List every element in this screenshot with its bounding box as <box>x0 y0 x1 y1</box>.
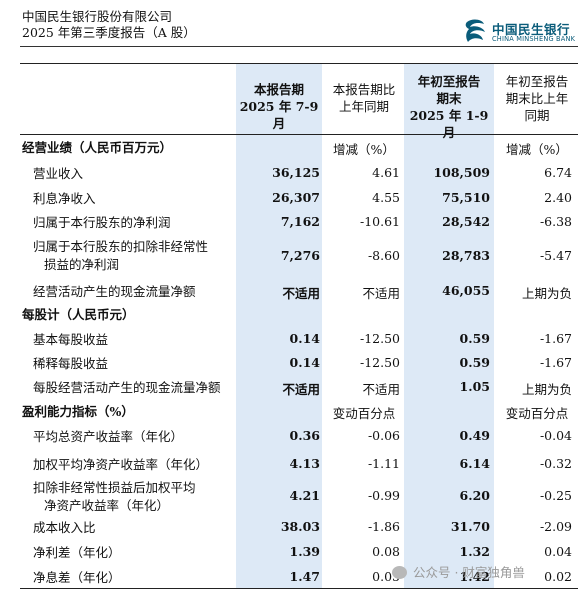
company-name: 中国民生银行股份有限公司 <box>22 9 173 24</box>
bank-logo: 中国民生银行 CHINA MINSHENG BANK <box>464 18 580 48</box>
shade-col-ytd <box>404 64 494 588</box>
table-bottom-rule <box>20 588 578 589</box>
report-title: 2025 年第三季度报告（A 股） <box>22 25 196 40</box>
table-top-rule <box>20 63 578 64</box>
col-header-current-yoy: 本报告期比 上年同期 <box>332 82 396 114</box>
watermark-text: 公众号 · 财富独角兽 <box>413 565 525 580</box>
shade-col-current <box>236 64 322 588</box>
unit-label: 变动百分点 <box>332 406 396 421</box>
header-divider <box>20 46 578 47</box>
section-title: 盈利能力指标（%） <box>22 404 134 419</box>
minsheng-logo-icon <box>465 19 485 42</box>
report-header: 中国民生银行股份有限公司 2025 年第三季度报告（A 股） <box>22 9 196 41</box>
col-header-current: 本报告期 2025 年 7-9 月 <box>239 82 319 131</box>
unit-label: 增减（%） <box>333 142 395 157</box>
section-title: 每股计（人民币元） <box>22 307 135 322</box>
col-header-ytd-yoy: 年初至报告 期末比上年 同期 <box>505 74 569 123</box>
table-header-rule <box>20 134 578 135</box>
logo-text-cn: 中国民生银行 <box>492 22 571 37</box>
unit-label: 变动百分点 <box>505 406 569 421</box>
unit-label: 增减（%） <box>506 142 568 157</box>
watermark: 公众号 · 财富独角兽 <box>392 562 525 582</box>
section-title: 经营业绩（人民币百万元） <box>22 140 173 155</box>
col-header-ytd: 年初至报告 期末 2025 年 1-9 月 <box>409 74 489 140</box>
logo-text-en: CHINA MINSHENG BANK <box>492 35 576 43</box>
wechat-icon <box>392 566 407 579</box>
